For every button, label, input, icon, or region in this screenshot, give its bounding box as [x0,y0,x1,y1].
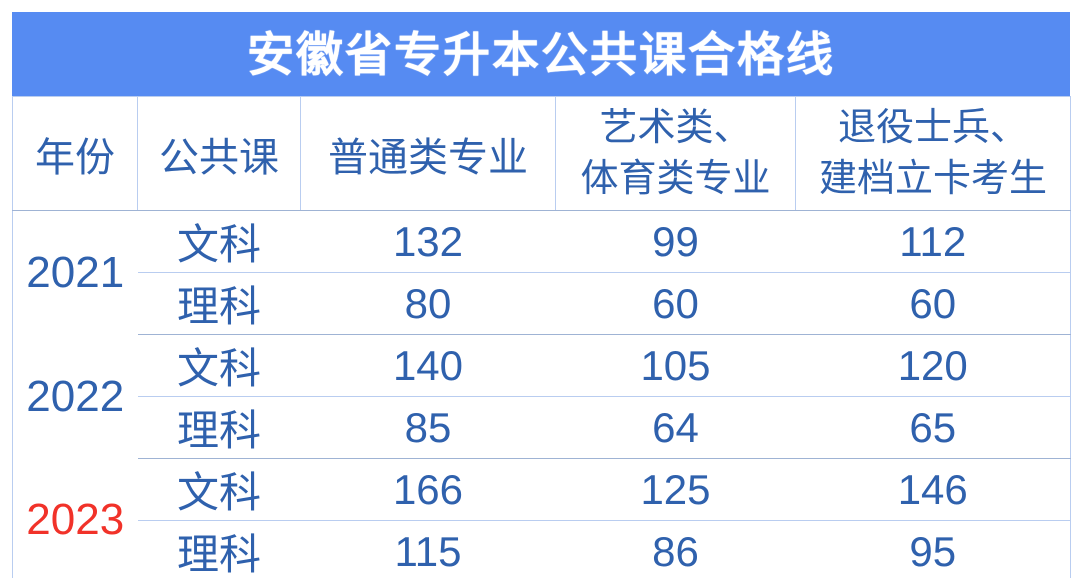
year-cell-2022: 2022 [26,371,125,421]
table-row-2023-wenke: 2023 文科 166 125 146 [13,458,1071,544]
table-row-2021-wenke: 2021 文科 132 99 112 [13,210,1071,297]
header-veteran-line2: 建档立卡考生 [818,157,1047,200]
header-veteran: 退役士兵、 建档立卡考生 [795,96,1071,211]
header-course: 公共课 [137,96,301,211]
pass-line-table-wrap: 年份 公共课 普通类专业 艺术类、 体育类专业 退役士兵、 建档立卡考生 [12,96,1071,578]
score-cell: 115 [394,527,462,575]
score-cell: 99 [555,210,796,273]
score-cell: 120 [795,334,1071,397]
course-cell: 文科 [137,334,301,397]
pass-line-table: 年份 公共课 普通类专业 艺术类、 体育类专业 退役士兵、 建档立卡考生 [12,96,1071,578]
table-row-2023-like: 理科 115 86 95 [13,521,1071,578]
title-banner: 安徽省专升本公共课合格线 [12,12,1070,96]
year-cell-2021: 2021 [26,247,125,297]
score-cell: 85 [300,396,556,459]
header-arts-line2: 体育类专业 [580,157,771,200]
table-row-2022-wenke: 2022 文科 140 105 120 [13,334,1071,421]
score-cell: 140 [300,334,556,397]
score-cell: 60 [795,272,1071,335]
header-veteran-line1: 退役士兵、 [837,107,1028,150]
score-cell: 64 [555,396,796,459]
course-cell: 文科 [137,210,301,273]
table-row-2022-like: 理科 85 64 65 [13,396,1071,459]
score-cell: 95 [909,527,957,575]
score-cell: 80 [300,272,556,335]
score-cell: 86 [652,527,699,575]
page-title: 安徽省专升本公共课合格线 [247,27,835,81]
header-year: 年份 [12,96,138,211]
course-cell: 文科 [137,458,301,521]
score-cell: 60 [555,272,796,335]
header-arts-line1: 艺术类、 [599,107,752,150]
table-row-2021-like: 理科 80 60 60 [13,272,1071,335]
header-regular: 普通类专业 [300,96,556,211]
score-cell: 146 [795,458,1071,521]
year-cell-2023: 2023 [26,495,125,545]
course-cell: 理科 [137,272,301,335]
score-cell: 132 [300,210,556,273]
header-row: 年份 公共课 普通类专业 艺术类、 体育类专业 退役士兵、 建档立卡考生 [12,96,1071,211]
course-cell: 理科 [137,396,301,459]
course-cell: 理科 [176,531,261,578]
score-cell: 125 [555,458,796,521]
header-arts-sports: 艺术类、 体育类专业 [555,96,796,211]
score-cell: 105 [555,334,796,397]
score-cell: 166 [300,458,556,521]
score-cell: 112 [795,210,1071,273]
score-cell: 65 [795,396,1071,459]
